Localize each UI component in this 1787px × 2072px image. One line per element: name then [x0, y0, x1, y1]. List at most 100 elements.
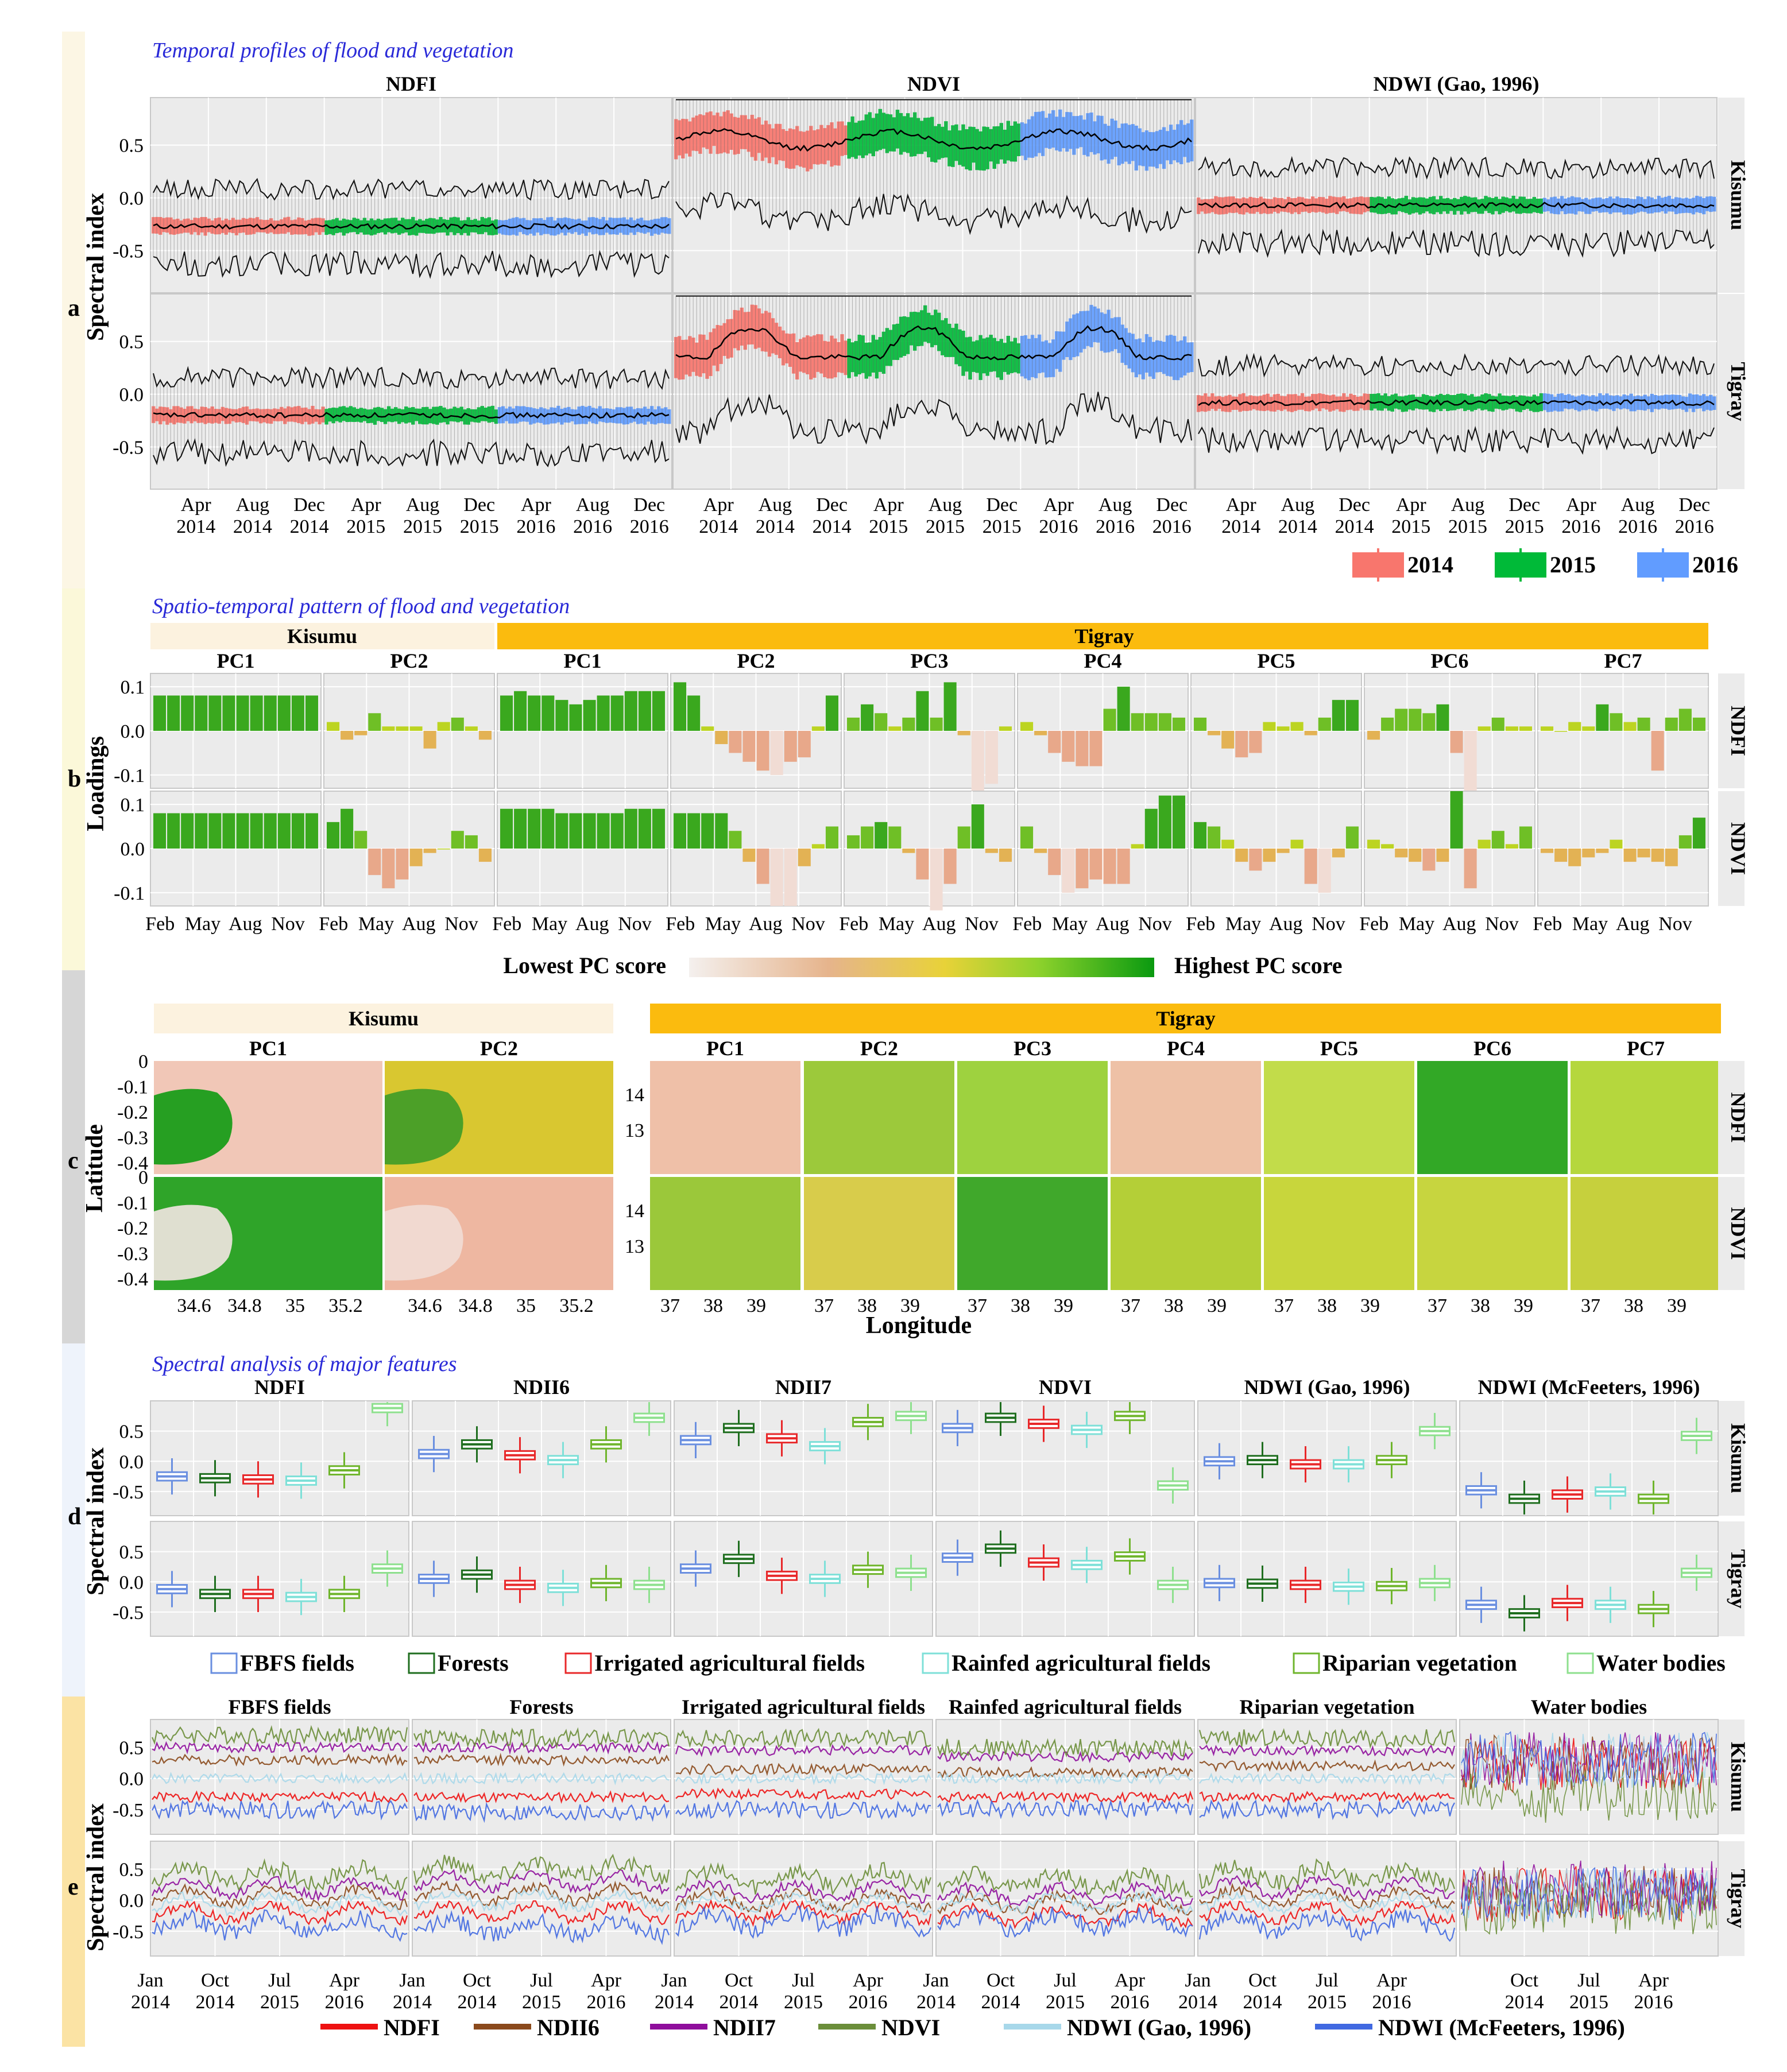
series-line-e-kisumu-rainfed-agricultural-fields-ndfi [937, 1790, 1194, 1804]
xtick-a-ndfi-2: Dec 2014 [290, 494, 329, 537]
series-line-e-kisumu-riparian-vegetation-ndwi-gao-1996 [1199, 1772, 1455, 1786]
xtick-e-4-2: Jul 2015 [1308, 1970, 1347, 2013]
bar-b-tigray-pc2-ndvi-4 [729, 831, 742, 849]
series-line-e-kisumu-riparian-vegetation-ndfi [1199, 1791, 1455, 1803]
bar-b-tigray-pc6-ndfi-4 [1422, 713, 1436, 731]
bar-b-tigray-pc2-ndfi-3 [715, 731, 728, 745]
bar-b-tigray-pc4-ndfi-8 [1131, 713, 1144, 731]
xtick-e-2-3: Apr 2016 [849, 1970, 888, 2013]
xtick-e-1-2: Jul 2015 [522, 1970, 561, 2013]
xtick-a-ndvi-7: Aug 2016 [1096, 494, 1135, 537]
series-line-e-tigray-irrigated-agricultural-fields-ndvi [675, 1861, 932, 1896]
bar-b-tigray-pc1-ndvi-2 [528, 808, 541, 849]
row-strip-c-ndvi [1718, 1177, 1745, 1290]
bar-b-tigray-pc5-ndfi-2 [1221, 731, 1235, 749]
bar-b-kisumu-pc2-ndvi-5 [396, 849, 409, 880]
xlabel-c: Longitude [866, 1312, 972, 1339]
colorbar-high-label: Highest PC score [1174, 952, 1343, 978]
bar-b-kisumu-pc2-ndvi-2 [354, 831, 368, 849]
bar-b-tigray-pc1-ndfi-7 [597, 695, 610, 731]
bar-b-kisumu-pc1-ndfi-8 [264, 695, 277, 731]
row-label-d-kisumu: Kisumu [1727, 1423, 1750, 1493]
bar-b-kisumu-pc1-ndvi-8 [264, 813, 277, 849]
series-line-e-tigray-fbfs-fields-ndwi-mcfeeters-1996 [152, 1908, 408, 1942]
xtick-a-ndfi-7: Aug 2016 [573, 494, 612, 537]
legend-label-a-2016: 2016 [1692, 552, 1738, 578]
xtick-c-kisumu-0-3: 35.2 [328, 1295, 363, 1316]
bar-b-tigray-pc1-ndvi-3 [541, 808, 555, 849]
band-a [62, 32, 85, 588]
bar-b-tigray-pc4-ndfi-4 [1076, 731, 1089, 766]
bar-b-tigray-pc1-ndfi-6 [583, 700, 596, 731]
legend-swatch-d-fbfs-fields [210, 1652, 238, 1674]
xtick-b-tigray-pc5-ndvi-0: Feb [1186, 913, 1215, 935]
bar-b-tigray-pc6-ndvi-3 [1409, 849, 1422, 862]
bar-b-tigray-pc3-ndvi-9 [971, 804, 984, 849]
bar-b-tigray-pc4-ndvi-0 [1020, 826, 1034, 849]
bar-b-tigray-pc4-ndvi-1 [1034, 849, 1047, 853]
xtick-c-tigray-3-1: 38 [1164, 1295, 1183, 1316]
row-label-c-ndfi: NDFI [1727, 1093, 1750, 1143]
lower-envelope-a-kisumu-ndwi-gao-1996 [1198, 228, 1715, 258]
ytick-c-kisumu-ndfi-4: -0.4 [117, 1153, 148, 1174]
ytick-c-tigray-ndfi-0: 14 [625, 1085, 644, 1106]
bar-b-tigray-pc4-ndvi-3 [1062, 849, 1075, 893]
xtick-b-tigray-pc2-ndvi-1: May [705, 913, 741, 935]
legend-swatch-d-irrigated-agricultural-fields [564, 1652, 592, 1674]
group-label-c-tigray: Tigray [1156, 1007, 1215, 1030]
xtick-b-tigray-pc5-ndvi-3: Nov [1312, 913, 1345, 935]
bar-b-tigray-pc3-ndfi-6 [930, 717, 943, 731]
bar-b-tigray-pc7-ndvi-9 [1665, 849, 1678, 866]
band-e [62, 1697, 85, 2047]
median-line-a-kisumu-ndfi [153, 222, 670, 230]
bar-b-kisumu-pc2-ndvi-3 [368, 849, 381, 876]
group-label-b-kisumu: Kisumu [287, 625, 357, 648]
bar-b-tigray-pc7-ndvi-7 [1637, 849, 1650, 858]
panel-title-b-tigray-pc4: PC4 [1084, 649, 1122, 672]
xtick-e-1-1: Oct 2014 [458, 1970, 497, 2013]
panel-title-b-tigray-pc7: PC7 [1604, 649, 1642, 672]
bar-b-kisumu-pc2-ndvi-7 [423, 849, 436, 853]
bar-b-tigray-pc6-ndvi-10 [1505, 844, 1518, 849]
bar-b-kisumu-pc1-ndvi-1 [167, 813, 180, 849]
bar-b-tigray-pc7-ndvi-0 [1541, 849, 1554, 853]
xtick-a-ndfi-4: Aug 2015 [403, 494, 442, 537]
xtick-e-3-3: Apr 2016 [1111, 1970, 1150, 2013]
ytick-b-kisumu-pc1-ndvi-0: 0.1 [121, 795, 145, 816]
bar-b-tigray-pc5-ndvi-10 [1332, 849, 1345, 858]
xtick-b-tigray-pc7-ndvi-0: Feb [1533, 913, 1562, 935]
ytick-d-kisumu-ndfi-1: 0.0 [119, 1451, 144, 1473]
xtick-b-tigray-pc6-ndvi-0: Feb [1359, 913, 1388, 935]
bar-b-kisumu-pc2-ndvi-4 [382, 849, 395, 889]
bar-b-kisumu-pc1-ndfi-1 [167, 695, 180, 731]
colorbar-low-label: Lowest PC score [503, 952, 666, 978]
map-c-tigray-pc7-ndfi [1571, 1061, 1721, 1174]
ytick-c-kisumu-ndvi-0: 0 [138, 1167, 148, 1188]
series-line-e-tigray-irrigated-agricultural-fields-ndwi-mcfeeters-1996 [675, 1905, 932, 1939]
bar-b-kisumu-pc1-ndvi-0 [153, 813, 167, 849]
bar-b-tigray-pc6-ndfi-0 [1367, 731, 1380, 740]
ytick-e-kisumu-fbfs-fields-0: 0.5 [119, 1738, 144, 1759]
panel-title-c-kisumu-pc2: PC2 [480, 1037, 518, 1060]
xtick-b-tigray-pc7-ndvi-2: Aug [1616, 913, 1650, 935]
bar-b-tigray-pc5-ndfi-8 [1304, 731, 1317, 735]
band-c [62, 970, 85, 1343]
xtick-a-ndfi-1: Aug 2014 [233, 494, 272, 537]
bar-b-tigray-pc5-ndfi-10 [1332, 700, 1345, 731]
row-strip-a-tigray [1718, 294, 1745, 489]
bar-b-tigray-pc6-ndvi-7 [1464, 849, 1477, 889]
bar-b-kisumu-pc1-ndvi-9 [277, 813, 291, 849]
xtick-e-3-1: Oct 2014 [981, 1970, 1020, 2013]
bar-b-tigray-pc2-ndvi-1 [687, 813, 701, 849]
series-line-e-kisumu-rainfed-agricultural-fields-ndwi-mcfeeters-1996 [937, 1799, 1194, 1821]
row-strip-e-tigray [1718, 1841, 1745, 1956]
bar-b-kisumu-pc2-ndvi-6 [409, 849, 423, 866]
bar-b-kisumu-pc2-ndfi-7 [423, 731, 436, 749]
bar-b-kisumu-pc2-ndfi-10 [465, 726, 478, 731]
xtick-b-tigray-pc1-ndvi-0: Feb [492, 913, 521, 935]
xtick-c-tigray-5-1: 38 [1471, 1295, 1490, 1316]
xtick-a-ndwi-gao-1996-8: Dec 2016 [1675, 494, 1714, 537]
series-line-e-tigray-irrigated-agricultural-fields-ndfi [675, 1898, 932, 1927]
series-line-e-tigray-forests-ndwi-gao-1996 [413, 1887, 670, 1914]
bar-b-tigray-pc5-ndvi-11 [1345, 826, 1359, 849]
